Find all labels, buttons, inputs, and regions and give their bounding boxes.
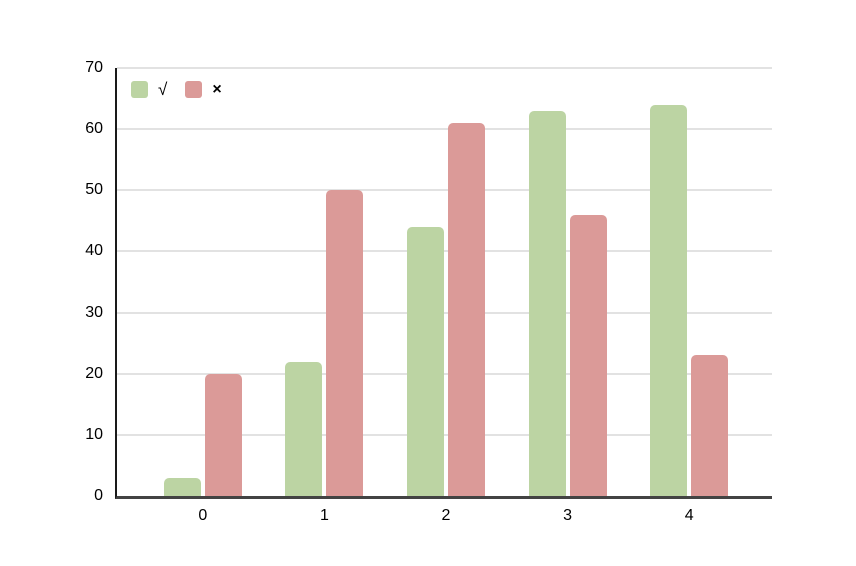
bar-group — [628, 68, 750, 496]
gridlines — [117, 67, 772, 496]
x-axis-labels: 0 1 2 3 4 — [117, 496, 772, 525]
legend-label: √ — [158, 80, 168, 99]
bar-group — [385, 68, 507, 496]
legend-item-check[interactable]: √ — [131, 81, 167, 98]
bar-series2-cat1 — [326, 190, 364, 496]
bar-series1-cat2 — [406, 226, 444, 496]
legend-swatch — [131, 81, 148, 98]
legend-item-cross[interactable]: × — [185, 80, 222, 98]
y-axis-labels: 0 10 20 30 40 50 60 70 — [85, 60, 772, 504]
bar-group — [142, 68, 264, 496]
y-tick-label: 20 — [85, 364, 103, 382]
y-tick-label: 10 — [85, 425, 103, 443]
y-tick-label: 0 — [94, 487, 103, 504]
legend-label: × — [212, 80, 222, 98]
bar-group — [264, 68, 386, 496]
gridline — [117, 311, 772, 314]
gridline — [117, 433, 772, 436]
x-tick-label: 1 — [319, 507, 329, 524]
y-tick-label: 40 — [85, 242, 103, 260]
gridline — [117, 372, 772, 375]
y-tick-label: 60 — [85, 120, 103, 138]
bar-group — [507, 68, 629, 496]
bar-series2-cat2 — [447, 123, 485, 496]
gridline — [117, 189, 772, 192]
gridline — [117, 128, 772, 131]
x-tick-label: 3 — [563, 507, 573, 524]
bar-series1-cat3 — [528, 110, 566, 496]
y-tick-label: 50 — [85, 181, 103, 199]
bar-series1-cat4 — [650, 104, 688, 496]
gridline — [117, 250, 772, 253]
x-tick-label: 0 — [198, 507, 208, 524]
bar-series1-cat0 — [163, 477, 201, 496]
gridline — [117, 67, 772, 69]
x-tick-label: 2 — [441, 507, 451, 524]
y-tick-label: 30 — [85, 303, 103, 321]
bar-series2-cat4 — [691, 355, 729, 496]
bar-series2-cat3 — [569, 214, 607, 496]
x-tick-label: 4 — [684, 507, 694, 524]
legend: √ × — [131, 81, 222, 98]
bar-series1-cat1 — [285, 361, 323, 496]
bar-series2-cat0 — [204, 373, 242, 496]
bars — [117, 68, 772, 496]
legend-swatch — [185, 81, 203, 98]
y-tick-label: 70 — [85, 59, 103, 76]
